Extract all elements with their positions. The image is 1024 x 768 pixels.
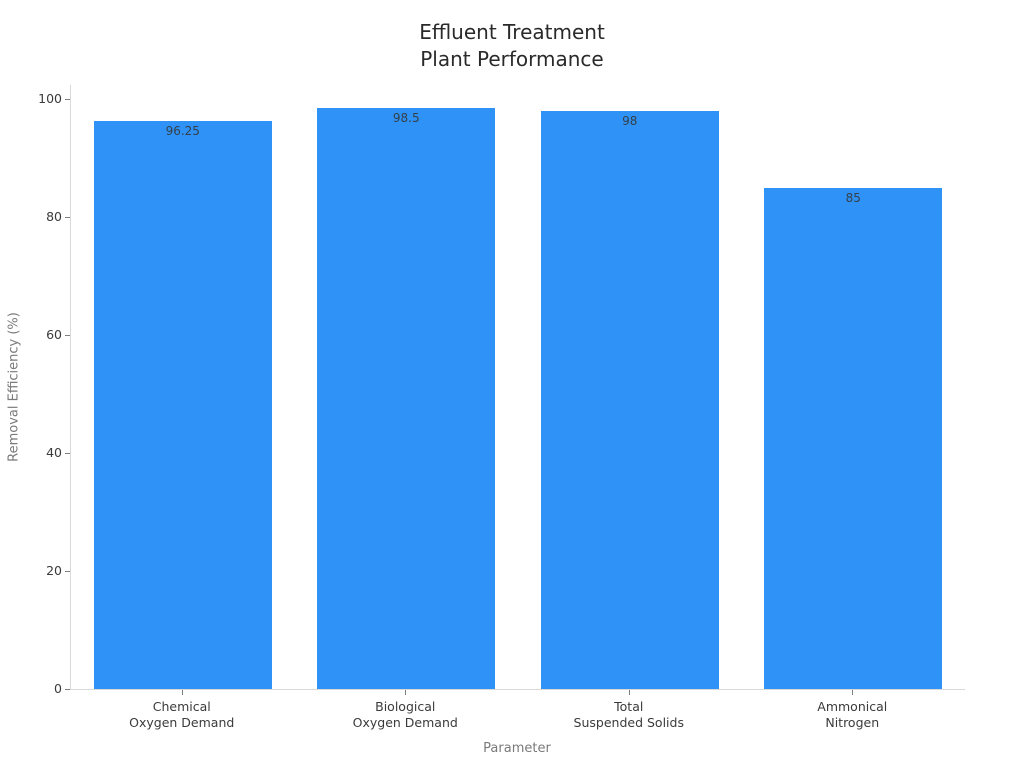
bar: 85 [764, 187, 943, 689]
y-tick-label: 40 [46, 445, 62, 460]
y-tick-label: 20 [46, 563, 62, 578]
x-tick-mark [852, 690, 854, 695]
chart-title: Effluent Treatment Plant Performance [419, 20, 605, 71]
bar: 96.25 [93, 121, 272, 689]
plot-area: 96.25 98.5 98 85 [70, 85, 965, 690]
bar: 98.5 [317, 107, 496, 689]
bar-value-label: 85 [845, 190, 861, 205]
bar-value-label: 98 [622, 113, 638, 128]
y-tick-mark [65, 99, 70, 100]
x-tick-mark [628, 690, 630, 695]
y-tick-mark [65, 689, 70, 690]
x-category-label: Total Suspended Solids [573, 699, 684, 730]
y-tick-label: 100 [38, 91, 62, 106]
x-axis-title: Parameter [483, 741, 551, 756]
bar-value-label: 98.5 [392, 110, 420, 125]
y-tick-mark [65, 453, 70, 454]
x-tick-mark [405, 690, 407, 695]
y-tick-label: 80 [46, 209, 62, 224]
x-tick-mark [181, 690, 183, 695]
x-category-label: Biological Oxygen Demand [352, 699, 458, 730]
bar: 98 [540, 110, 719, 689]
y-axis-title: Removal Efficiency (%) [6, 312, 22, 462]
y-tick-mark [65, 217, 70, 218]
bar-value-label: 96.25 [165, 124, 200, 139]
x-category-label: Ammonical Nitrogen [817, 699, 888, 730]
x-category-label: Chemical Oxygen Demand [129, 699, 235, 730]
y-tick-label: 60 [46, 327, 62, 342]
y-tick-mark [65, 571, 70, 572]
y-tick-label: 0 [54, 681, 62, 696]
y-tick-mark [65, 335, 70, 336]
